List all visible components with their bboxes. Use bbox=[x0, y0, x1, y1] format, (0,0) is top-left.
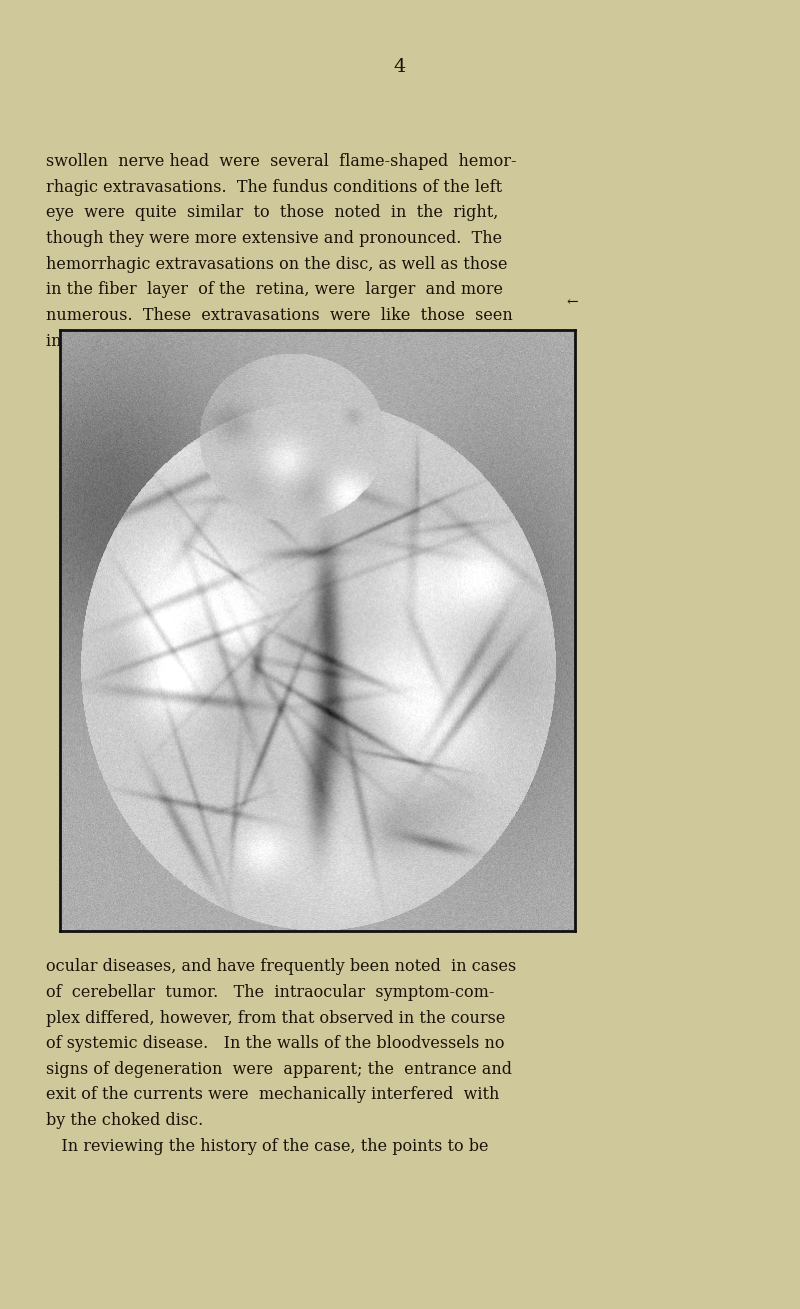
Text: by the choked disc.: by the choked disc. bbox=[46, 1113, 204, 1130]
Text: though they were more extensive and pronounced.  The: though they were more extensive and pron… bbox=[46, 230, 502, 247]
Text: ←: ← bbox=[566, 295, 578, 309]
Text: exit of the currents were  mechanically interfered  with: exit of the currents were mechanically i… bbox=[46, 1086, 500, 1103]
Text: In reviewing the history of the case, the points to be: In reviewing the history of the case, th… bbox=[46, 1138, 489, 1155]
Text: numerous.  These  extravasations  were  like  those  seen: numerous. These extravasations were like… bbox=[46, 308, 513, 325]
Text: 4: 4 bbox=[394, 58, 406, 76]
Text: rhagic extravasations.  The fundus conditions of the left: rhagic extravasations. The fundus condit… bbox=[46, 179, 502, 196]
Text: plex differed, however, from that observed in the course: plex differed, however, from that observ… bbox=[46, 1009, 506, 1026]
Text: of  cerebellar  tumor.   The  intraocular  symptom-com-: of cerebellar tumor. The intraocular sym… bbox=[46, 984, 494, 1001]
Text: signs of degeneration  were  apparent; the  entrance and: signs of degeneration were apparent; the… bbox=[46, 1060, 512, 1077]
Text: in  marked  cases  of  hemorrhagic  retinitis  and  other: in marked cases of hemorrhagic retinitis… bbox=[46, 332, 498, 350]
Text: in the fiber  layer  of the  retina, were  larger  and more: in the fiber layer of the retina, were l… bbox=[46, 281, 503, 298]
Text: swollen  nerve head  were  several  flame-shaped  hemor-: swollen nerve head were several flame-sh… bbox=[46, 153, 517, 170]
Text: eye  were  quite  similar  to  those  noted  in  the  right,: eye were quite similar to those noted in… bbox=[46, 204, 498, 221]
Text: ocular diseases, and have frequently been noted  in cases: ocular diseases, and have frequently bee… bbox=[46, 958, 517, 975]
Text: of systemic disease.   In the walls of the bloodvessels no: of systemic disease. In the walls of the… bbox=[46, 1035, 505, 1052]
Text: hemorrhagic extravasations on the disc, as well as those: hemorrhagic extravasations on the disc, … bbox=[46, 255, 508, 272]
